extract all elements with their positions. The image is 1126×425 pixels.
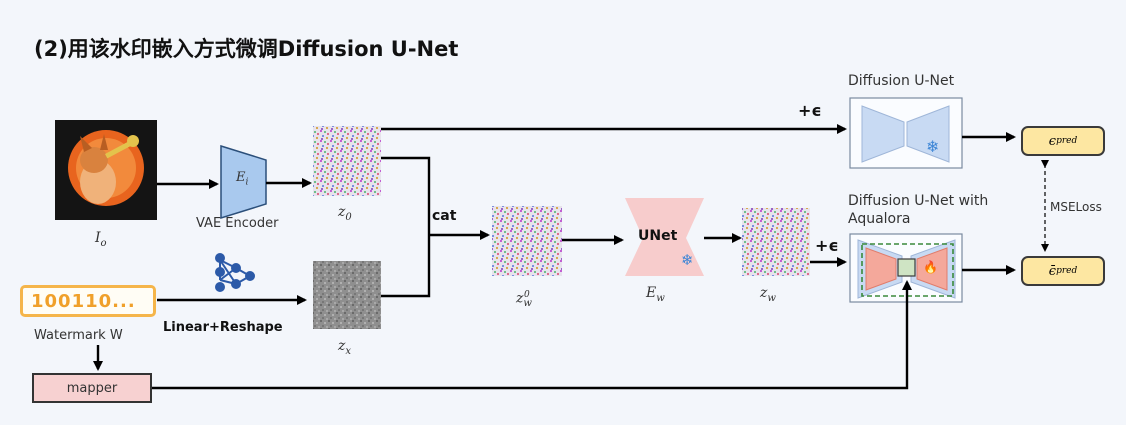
label-cat: cat xyxy=(432,208,457,224)
arrow-mapper-aqualora xyxy=(152,280,912,390)
fire-icon: 🔥 xyxy=(923,260,938,274)
label-plus-eps-top: +ϵ xyxy=(798,101,822,120)
diffusion-unet-aqualora-block xyxy=(849,233,963,303)
page-title: (2)用该水印嵌入方式微调Diffusion U-Net xyxy=(34,37,459,61)
neural-network-icon xyxy=(215,253,255,292)
connector-z0-cat xyxy=(381,156,431,235)
eps-pred-box: ϵ pred xyxy=(1021,126,1105,156)
connector-zx-cat xyxy=(381,235,431,298)
vae-encoder-block xyxy=(220,144,267,220)
label-watermark-w: Watermark W xyxy=(34,328,123,343)
label-diffusion-unet-aqualora-line1: Diffusion U-Net with xyxy=(848,193,989,209)
mapper-block: mapper xyxy=(32,373,152,403)
latent-zw0-image xyxy=(492,206,562,276)
label-z0: z0 xyxy=(338,204,352,223)
label-plus-eps-bottom: +ϵ xyxy=(815,236,839,255)
snowflake-icon-top: ❄ xyxy=(926,137,940,156)
snowflake-icon: ❄ xyxy=(681,251,694,269)
label-unet: UNet xyxy=(638,228,678,244)
diffusion-unet-block xyxy=(849,97,963,169)
label-mse-loss: MSELoss xyxy=(1050,200,1102,214)
latent-zx-image xyxy=(313,261,381,329)
label-ew: Ew xyxy=(646,285,665,304)
label-linear-reshape: Linear+Reshape xyxy=(163,320,283,335)
label-vae-encoder: VAE Encoder xyxy=(196,216,279,231)
label-diffusion-unet: Diffusion U-Net xyxy=(848,73,955,89)
latent-zw-image xyxy=(742,208,810,276)
watermark-bits-text: 100110... xyxy=(31,290,136,312)
label-io: Io xyxy=(95,230,107,249)
watermark-bits-box: 100110... xyxy=(20,285,156,317)
label-zw0: zw0 xyxy=(516,290,532,310)
label-zx: zx xyxy=(338,338,352,357)
input-image xyxy=(55,120,157,220)
label-zw: zw xyxy=(760,285,776,304)
latent-z0-image xyxy=(313,126,381,196)
label-ei: Ei xyxy=(236,170,249,188)
label-diffusion-unet-aqualora-line2: Aqualora xyxy=(848,211,911,227)
unet-block xyxy=(625,198,704,276)
eps-bar-pred-box: ϵ̄ pred xyxy=(1021,256,1105,286)
mapper-label: mapper xyxy=(66,380,118,396)
